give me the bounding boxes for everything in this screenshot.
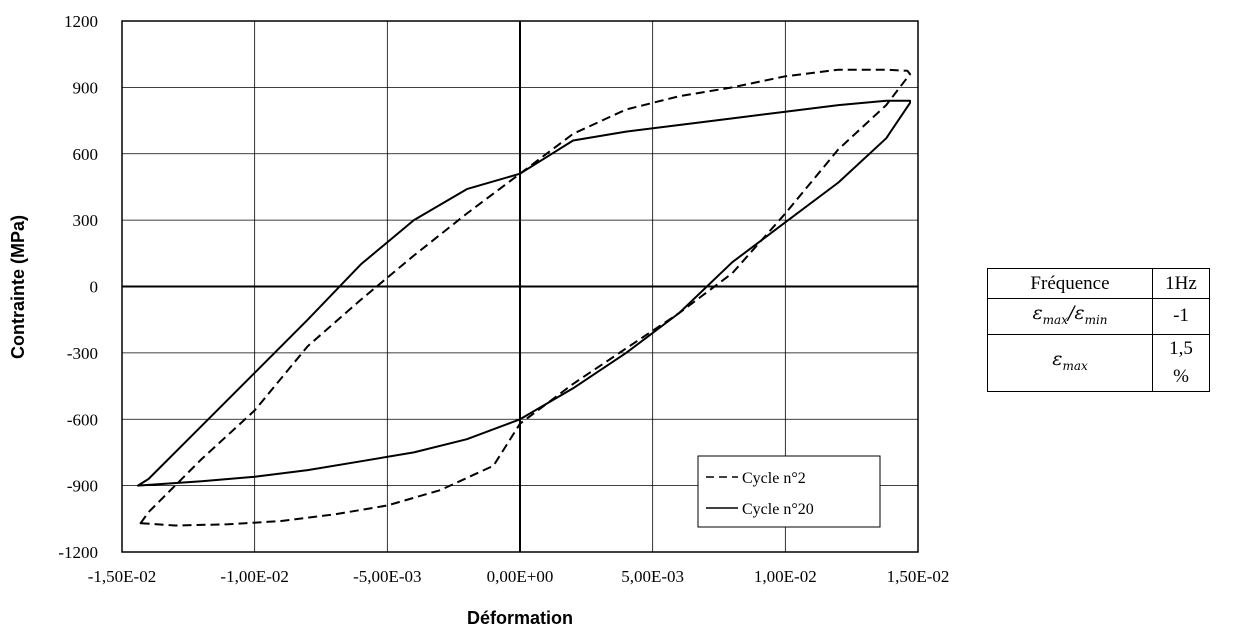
series-layer [136,68,911,527]
y-tick-labels: -1200 -900 -600 -300 0 300 600 900 1200 [58,12,98,562]
x-tick-label: 1,50E-02 [887,567,950,586]
param-value-strain-ratio: -1 [1152,298,1210,335]
x-tick-label: -1,00E-02 [220,567,288,586]
y-tick-label: -900 [67,477,98,496]
y-tick-label: -600 [67,410,98,429]
y-axis-title: Contrainte (MPa) [8,215,28,359]
axis-lines [122,21,918,552]
param-value-frequency: 1Hz [1152,268,1210,299]
y-tick-label: 1200 [64,12,98,31]
epsilon-symbol: ε [1074,302,1085,324]
series-cycle-20-line [136,99,911,487]
x-tick-label: 1,00E-02 [754,567,817,586]
epsilon-symbol: ε [1032,302,1043,324]
legend-label-cycle-20: Cycle n°20 [742,501,814,518]
legend-box [697,455,881,528]
parameter-table: Fréquence 1Hz εmax/εmin -1 εmax 1,5 % [987,268,1210,392]
table-row: εmax/εmin -1 [987,298,1210,335]
series-cycle-2-line [139,68,911,527]
param-name-strain-ratio: εmax/εmin [987,298,1153,335]
x-tick-label: -5,00E-03 [353,567,421,586]
x-axis-title: Déformation [467,608,573,628]
table-row: Fréquence 1Hz [987,268,1210,299]
y-tick-label: -1200 [58,543,98,562]
y-tick-label: 0 [90,278,99,297]
table-row: εmax 1,5 % [987,333,1210,392]
subscript-max: max [1062,359,1088,374]
y-tick-label: 600 [73,145,99,164]
y-tick-label: 300 [73,211,99,230]
x-tick-label: -1,50E-02 [88,567,156,586]
param-name-frequency: Fréquence [987,268,1153,299]
y-tick-label: -300 [67,344,98,363]
legend-label-cycle-2: Cycle n°2 [742,470,806,487]
subscript-min: min [1084,312,1108,327]
epsilon-symbol: ε [1052,348,1063,371]
x-tick-labels: -1,50E-02 -1,00E-02 -5,00E-03 0,00E+00 5,00E… [88,567,950,586]
y-tick-label: 900 [73,78,99,97]
x-tick-label: 0,00E+00 [487,567,554,586]
legend: Cycle n°2 Cycle n°20 [697,455,881,528]
subscript-max: max [1042,312,1068,327]
param-name-max-strain: εmax [987,333,1153,392]
x-tick-label: 5,00E-03 [621,567,684,586]
param-value-max-strain: 1,5 % [1152,333,1210,392]
